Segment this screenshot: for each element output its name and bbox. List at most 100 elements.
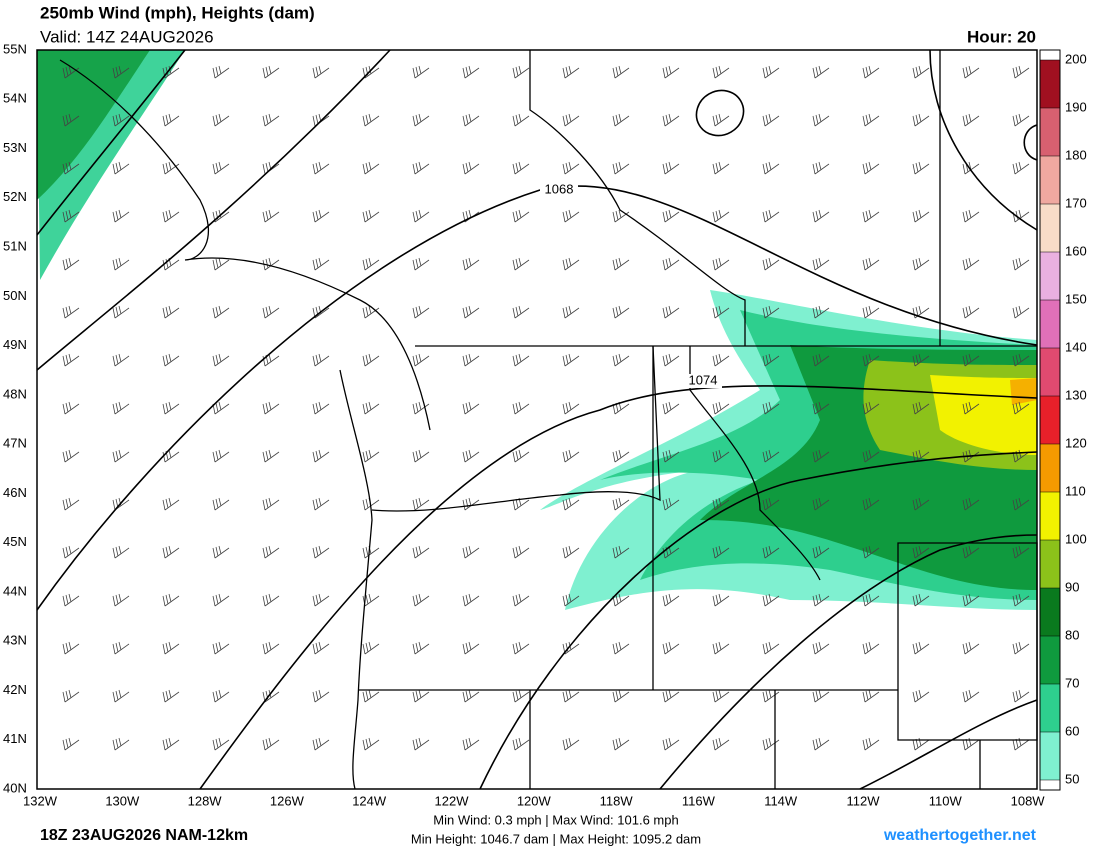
barb: [862, 641, 880, 655]
barb: [612, 209, 630, 223]
barb: [712, 257, 730, 271]
barb: [362, 593, 380, 607]
barb: [662, 161, 680, 175]
barb: [312, 497, 330, 511]
barb: [712, 209, 730, 223]
barb: [1012, 641, 1030, 655]
barb: [712, 161, 730, 175]
barb: [162, 545, 180, 559]
barb: [262, 305, 280, 319]
barb: [262, 497, 280, 511]
barb: [562, 593, 580, 607]
lat-label: 49N: [3, 337, 27, 352]
barb: [312, 161, 330, 175]
barb: [562, 257, 580, 271]
lat-label: 48N: [3, 386, 27, 401]
lon-label: 108W: [1011, 793, 1046, 808]
lat-label: 42N: [3, 682, 27, 697]
barb: [762, 593, 780, 607]
barb: [212, 641, 230, 655]
lat-label: 44N: [3, 583, 27, 598]
barb: [62, 641, 80, 655]
barb: [662, 305, 680, 319]
barb: [312, 545, 330, 559]
barb: [712, 497, 730, 511]
barb: [212, 257, 230, 271]
barb: [112, 65, 130, 79]
wind-area: [930, 375, 1037, 455]
barb: [512, 161, 530, 175]
barb: [662, 65, 680, 79]
barb: [462, 161, 480, 175]
barb: [62, 497, 80, 511]
barb: [112, 353, 130, 367]
barb: [212, 305, 230, 319]
lat-label: 55N: [3, 41, 27, 56]
colorbar-swatch: [1040, 300, 1060, 348]
barb: [512, 257, 530, 271]
barb: [862, 257, 880, 271]
barb: [62, 209, 80, 223]
barb: [612, 305, 630, 319]
barb: [212, 737, 230, 751]
barb: [912, 497, 930, 511]
border: [371, 345, 661, 512]
barb: [962, 353, 980, 367]
boundaries: [59, 50, 1038, 790]
barb: [662, 257, 680, 271]
barb: [912, 161, 930, 175]
barb: [662, 737, 680, 751]
barb: [912, 401, 930, 415]
barb: [62, 545, 80, 559]
barb: [762, 161, 780, 175]
barb: [662, 497, 680, 511]
barb: [862, 161, 880, 175]
barb: [912, 641, 930, 655]
lon-label: 122W: [435, 793, 470, 808]
barb: [362, 161, 380, 175]
barb: [962, 497, 980, 511]
barb: [162, 305, 180, 319]
barb: [412, 401, 430, 415]
barb: [612, 593, 630, 607]
barb: [962, 689, 980, 703]
colorbar-swatch: [1040, 588, 1060, 636]
barb: [962, 209, 980, 223]
barb: [512, 113, 530, 127]
contour: [695, 89, 745, 137]
barb: [162, 257, 180, 271]
colorbar-label: 140: [1065, 339, 1087, 354]
barb: [962, 65, 980, 79]
barb: [512, 497, 530, 511]
barb: [912, 449, 930, 463]
barb: [262, 641, 280, 655]
contour-label: 1074: [689, 372, 718, 387]
barb: [762, 689, 780, 703]
lat-label: 45N: [3, 534, 27, 549]
barb: [462, 449, 480, 463]
barb: [212, 593, 230, 607]
height-contours: [36, 49, 1038, 790]
barb: [512, 641, 530, 655]
barb: [212, 65, 230, 79]
contour: [36, 49, 391, 371]
barb: [912, 689, 930, 703]
lat-label: 40N: [3, 780, 27, 795]
barb: [962, 737, 980, 751]
barb: [862, 401, 880, 415]
barb: [1012, 65, 1030, 79]
barb: [1012, 737, 1030, 751]
barb: [112, 737, 130, 751]
barb: [162, 641, 180, 655]
barb: [362, 545, 380, 559]
barb: [712, 737, 730, 751]
barb: [312, 401, 330, 415]
barb: [762, 305, 780, 319]
barb: [862, 113, 880, 127]
barb: [512, 305, 530, 319]
barb: [862, 449, 880, 463]
barb: [712, 545, 730, 559]
barb: [1012, 257, 1030, 271]
barb: [112, 497, 130, 511]
barb: [612, 353, 630, 367]
